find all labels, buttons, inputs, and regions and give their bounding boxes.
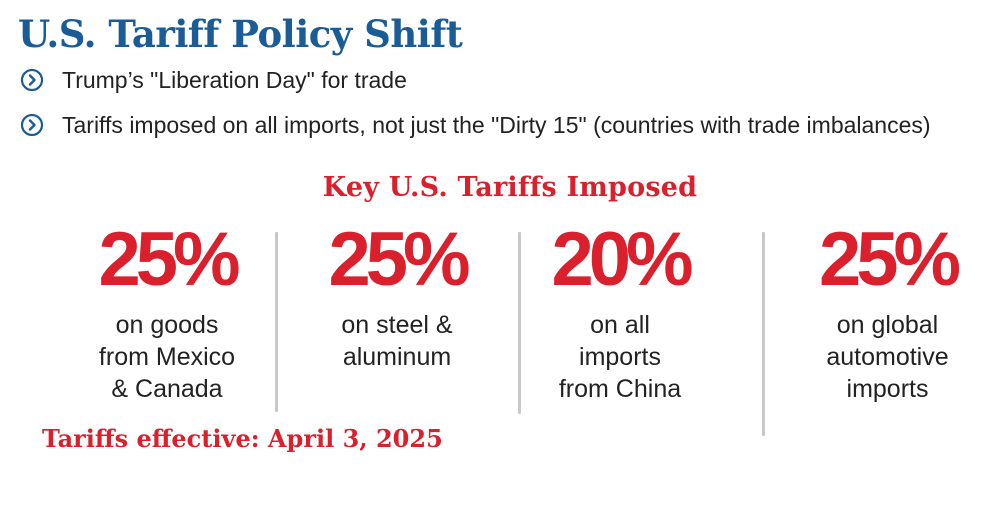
- chevron-right-circle-icon: [20, 68, 44, 92]
- tariff-percentage: 25%: [818, 217, 961, 302]
- bullet-item-liberation-day: Trump’s "Liberation Day" for trade: [20, 65, 980, 95]
- tariff-caption: on all imports from China: [520, 309, 720, 405]
- column-divider: [275, 232, 278, 412]
- bullet-text: Tariffs imposed on all imports, not just…: [62, 112, 931, 138]
- tariff-caption-line: on global: [836, 311, 939, 339]
- tariff-caption-line: automotive: [826, 343, 949, 371]
- tariff-caption: on steel & aluminum: [297, 309, 497, 373]
- tariff-caption-line: & Canada: [111, 375, 223, 403]
- tariff-caption-line: on steel &: [341, 311, 453, 339]
- column-divider: [518, 232, 521, 414]
- tariff-percentage: 25%: [98, 217, 240, 302]
- tariff-stat-china: 20% on all imports from China: [520, 220, 720, 405]
- bullet-item-all-imports: Tariffs imposed on all imports, not just…: [20, 110, 980, 140]
- tariff-caption: on goods from Mexico & Canada: [57, 309, 277, 405]
- column-divider: [762, 232, 765, 436]
- tariff-caption-line: from China: [558, 375, 682, 403]
- tariff-percentage: 25%: [328, 217, 470, 302]
- tariff-caption-line: imports: [846, 375, 929, 403]
- tariff-caption-line: on goods: [115, 311, 219, 339]
- tariff-stat-steel-aluminum: 25% on steel & aluminum: [297, 220, 497, 373]
- tariff-caption-line: from Mexico: [98, 343, 236, 371]
- section-title: Key U.S. Tariffs Imposed: [322, 172, 698, 203]
- tariff-caption-line: imports: [579, 343, 661, 371]
- tariff-caption-line: on all: [590, 311, 650, 339]
- tariff-caption-line: aluminum: [342, 343, 452, 371]
- tariff-caption: on global automotive imports: [785, 309, 990, 405]
- page-title: U.S. Tariff Policy Shift: [18, 12, 463, 56]
- bullet-list: Trump’s "Liberation Day" for trade Tarif…: [20, 65, 980, 140]
- tariff-percentage: 20%: [551, 217, 693, 302]
- tariff-stat-automotive: 25% on global automotive imports: [785, 220, 990, 405]
- chevron-right-circle-icon: [20, 113, 44, 137]
- bullet-text: Trump’s "Liberation Day" for trade: [62, 67, 407, 93]
- tariff-stat-mexico-canada: 25% on goods from Mexico & Canada: [57, 220, 277, 405]
- effective-date-note: Tariffs effective: April 3, 2025: [42, 424, 443, 453]
